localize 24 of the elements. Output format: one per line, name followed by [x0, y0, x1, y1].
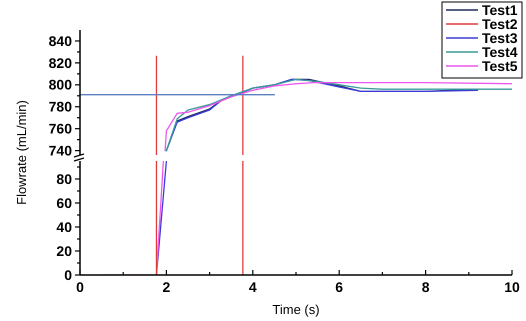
legend-label: Test3	[482, 30, 518, 46]
x-tick-label: 6	[335, 279, 344, 295]
legend-label: Test2	[482, 16, 518, 32]
y-tick-label: 20	[56, 242, 72, 259]
y-tick-label: 80	[56, 170, 72, 187]
x-tick-label: 10	[504, 279, 520, 295]
y-tick-label: 60	[56, 194, 72, 211]
legend-label: Test1	[482, 2, 518, 18]
y-tick-label: 840	[48, 32, 72, 49]
legend-label: Test5	[482, 58, 518, 74]
y-tick-label: 820	[48, 54, 72, 71]
x-tick-label: 0	[76, 279, 84, 295]
legend-label: Test4	[482, 44, 518, 60]
x-tick-label: 4	[248, 279, 257, 295]
x-axis-title: Time (s)	[272, 302, 320, 317]
y-tick-label: 760	[48, 120, 72, 137]
x-tick-label: 8	[422, 279, 430, 295]
y-tick-label: 780	[48, 98, 72, 115]
y-tick-label: 740	[48, 142, 72, 159]
x-tick-label: 2	[162, 279, 170, 295]
y-axis-title: Flowrate (mL/min)	[14, 100, 29, 205]
y-tick-label: 800	[48, 76, 72, 93]
y-tick-label: 0	[64, 266, 72, 283]
y-tick-label: 40	[56, 218, 72, 235]
